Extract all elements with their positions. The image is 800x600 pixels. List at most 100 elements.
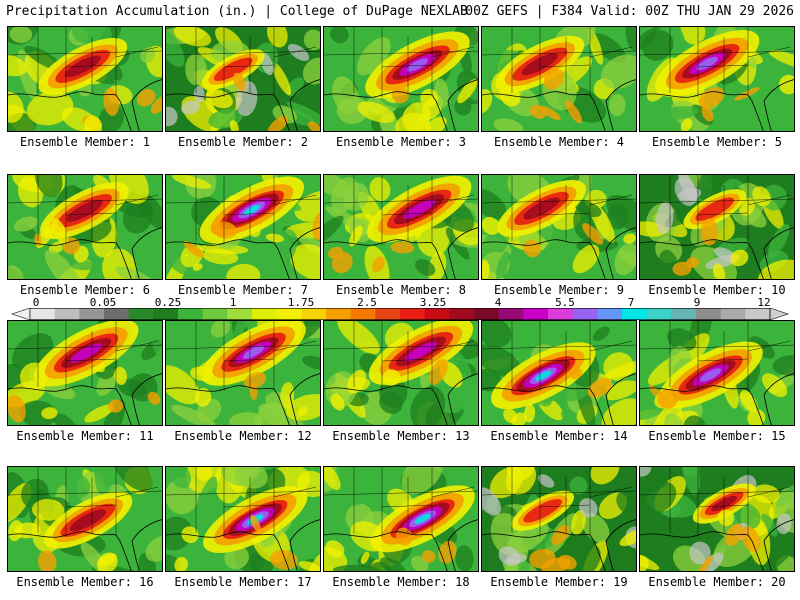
ensemble-label-19: Ensemble Member: 19 [490,575,628,589]
precip-field [8,27,162,131]
ensemble-label-15: Ensemble Member: 15 [648,429,786,443]
ensemble-map-13 [323,320,479,426]
ensemble-map-11 [7,320,163,426]
precip-field [640,467,794,571]
colorbar-bin [153,308,179,320]
map-title: Precipitation Accumulation (in.) | Colle… [6,4,468,19]
precip-field [324,467,478,571]
precip-field [482,27,636,131]
colorbar-bin [350,308,376,320]
ensemble-map-6 [7,174,163,280]
ensemble-label-12: Ensemble Member: 12 [174,429,312,443]
precip-field [8,467,162,571]
ensemble-map-8 [323,174,479,280]
precip-field [482,175,636,279]
ensemble-label-13: Ensemble Member: 13 [332,429,470,443]
ensemble-label-2: Ensemble Member: 2 [177,135,309,149]
ensemble-map-18 [323,466,479,572]
colorbar-bin [79,308,105,320]
precip-field [640,321,794,425]
run-info: 00Z GEFS | F384 Valid: 00Z THU JAN 29 20… [465,4,794,19]
ensemble-map-10 [639,174,795,280]
colorbar-bin [696,308,722,320]
ensemble-label-9: Ensemble Member: 9 [493,283,625,297]
ensemble-label-18: Ensemble Member: 18 [332,575,470,589]
precip-field [482,321,636,425]
colorbar-tick-label: 0.05 [89,296,117,309]
colorbar-bin [104,308,130,320]
ensemble-label-8: Ensemble Member: 8 [335,283,467,297]
ensemble-label-16: Ensemble Member: 16 [16,575,154,589]
ensemble-map-16 [7,466,163,572]
colorbar-bin [178,308,204,320]
ensemble-label-14: Ensemble Member: 14 [490,429,628,443]
colorbar-bin [523,308,549,320]
precip-field [8,321,162,425]
colorbar-bin [622,308,648,320]
colorbar-bin [548,308,574,320]
ensemble-map-2 [165,26,321,132]
precip-field [166,27,320,131]
colorbar-tick-label: 0 [32,296,40,309]
colorbar-bin [202,308,228,320]
colorbar-bin [572,308,598,320]
colorbar-tick-label: 3.25 [419,296,447,309]
ensemble-map-20 [639,466,795,572]
colorbar-min-arrow [11,308,31,320]
ensemble-map-7 [165,174,321,280]
colorbar-bin [597,308,623,320]
colorbar-tick-label: 7 [627,296,635,309]
colorbar-bin [745,308,771,320]
colorbar-tick-label: 12 [757,296,771,309]
ensemble-map-14 [481,320,637,426]
colorbar-bin [54,308,80,320]
colorbar-bin [30,308,56,320]
colorbar-bin [252,308,278,320]
colorbar-bin [128,308,154,320]
ensemble-map-5 [639,26,795,132]
colorbar-bin [301,308,327,320]
precip-field [8,175,162,279]
colorbar-scale [11,308,789,320]
ensemble-label-3: Ensemble Member: 3 [335,135,467,149]
colorbar: 0 0.05 0.25 1 1.75 2.5 3.25 4 5.5 7 9 12 [0,296,800,320]
ensemble-label-11: Ensemble Member: 11 [16,429,154,443]
colorbar-bin [498,308,524,320]
colorbar-bin [227,308,253,320]
ensemble-label-20: Ensemble Member: 20 [648,575,786,589]
colorbar-tick-label: 1 [229,296,237,309]
ensemble-map-3 [323,26,479,132]
precip-field [324,321,478,425]
colorbar-bin [671,308,697,320]
colorbar-bin [449,308,475,320]
ensemble-label-1: Ensemble Member: 1 [19,135,151,149]
ensemble-map-17 [165,466,321,572]
ensemble-label-6: Ensemble Member: 6 [19,283,151,297]
ensemble-map-4 [481,26,637,132]
colorbar-bin [326,308,352,320]
ensemble-map-1 [7,26,163,132]
colorbar-bin [646,308,672,320]
ensemble-map-19 [481,466,637,572]
precip-field [166,321,320,425]
ensemble-label-7: Ensemble Member: 7 [177,283,309,297]
colorbar-bin [474,308,500,320]
ensemble-map-15 [639,320,795,426]
colorbar-bin [400,308,426,320]
precip-field [166,467,320,571]
colorbar-bin [375,308,401,320]
precip-field [640,175,794,279]
precip-field [640,27,794,131]
colorbar-bin [720,308,746,320]
colorbar-max-arrow [769,308,789,320]
colorbar-tick-label: 2.5 [357,296,377,309]
precip-field [324,27,478,131]
ensemble-label-10: Ensemble Member: 10 [648,283,786,297]
ensemble-map-12 [165,320,321,426]
ensemble-label-5: Ensemble Member: 5 [651,135,783,149]
ensemble-label-17: Ensemble Member: 17 [174,575,312,589]
colorbar-tick-label: 5.5 [555,296,575,309]
precip-field [482,467,636,571]
colorbar-tick-label: 4 [494,296,502,309]
precip-field [166,175,320,279]
